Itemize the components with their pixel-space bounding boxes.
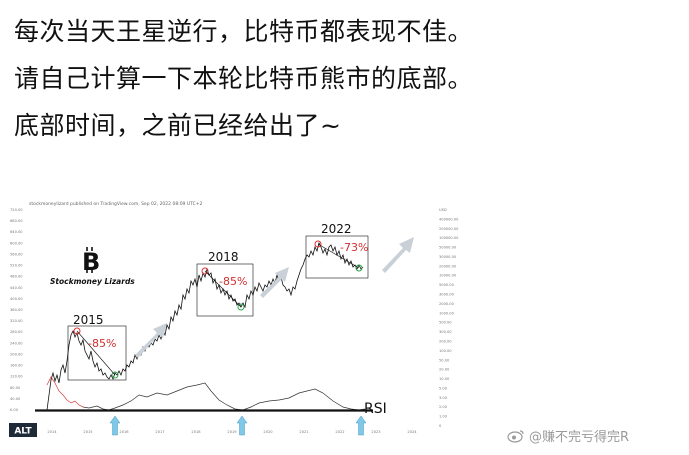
x-axis-tick: 2021 bbox=[299, 430, 308, 434]
post-line-2: 请自己计算一下本轮比特币熊市的底部。 bbox=[14, 64, 474, 93]
right-axis-tick: 300.00 bbox=[439, 330, 452, 334]
x-axis-tick: 2018 bbox=[191, 430, 201, 434]
left-axis-tick: 0.00 bbox=[10, 408, 19, 412]
right-axis-tick: 3.00 bbox=[439, 396, 448, 400]
price-line bbox=[46, 241, 364, 411]
left-axis-tick: 520.00 bbox=[10, 264, 23, 268]
left-axis-tick: 440.00 bbox=[10, 286, 23, 290]
right-axis-tick: 0 bbox=[439, 424, 442, 428]
right-axis-tick: 1.00 bbox=[439, 415, 448, 419]
right-axis-tick: 20.00 bbox=[439, 368, 450, 372]
x-axis-tick: 2019 bbox=[227, 430, 237, 434]
right-axis-tick: 50.00 bbox=[439, 358, 450, 362]
svg-text:-85%: -85% bbox=[88, 337, 116, 350]
alt-badge: ALT bbox=[9, 423, 37, 437]
x-axis: 2014 2015 2016 2017 2018 2019 2020 2021 2022 2023… bbox=[47, 430, 417, 434]
right-axis-tick: 30000.00 bbox=[439, 255, 457, 259]
x-axis-tick: 2015 bbox=[83, 430, 92, 434]
right-axis-tick: 100.00 bbox=[439, 349, 452, 353]
post-line-1: 每次当天王星逆行，比特币都表现不佳。 bbox=[14, 17, 474, 46]
left-axis-tick: 200.00 bbox=[10, 352, 23, 356]
right-axis-tick: 100000.00 bbox=[439, 236, 459, 240]
left-axis-tick: 80.00 bbox=[10, 386, 21, 390]
right-axis-tick: 10000.00 bbox=[439, 274, 457, 278]
x-axis-tick: 2017 bbox=[155, 430, 164, 434]
right-axis-tick: 1000.00 bbox=[439, 311, 455, 315]
annotation-box-2022: 2022 -73% bbox=[305, 222, 368, 279]
bitcoin-logo-icon: B bbox=[82, 247, 100, 276]
trend-arrows bbox=[135, 237, 414, 358]
chart-header: stockmoneylizard published on TradingVie… bbox=[29, 201, 203, 207]
svg-text:RSI: RSI bbox=[364, 401, 387, 417]
rsi-panel: RSI bbox=[35, 376, 387, 417]
bitcoin-chart-image[interactable]: stockmoneylizard published on TradingVie… bbox=[7, 195, 461, 440]
left-axis: 720.00 680.00 640.00 600.00 560.00 520.00 480.… bbox=[10, 208, 23, 412]
weibo-icon bbox=[507, 429, 524, 443]
svg-text:2018: 2018 bbox=[208, 250, 239, 264]
svg-text:B: B bbox=[82, 248, 100, 276]
svg-text:ALT: ALT bbox=[14, 427, 32, 437]
svg-text:-73%: -73% bbox=[340, 241, 368, 254]
left-axis-tick: 720.00 bbox=[10, 208, 23, 212]
x-axis-tick: 2024 bbox=[407, 430, 417, 434]
right-axis-tick: 20000.00 bbox=[439, 264, 457, 268]
post-text: 每次当天王星逆行，比特币都表现不佳。 请自己计算一下本轮比特币熊市的底部。 底部… bbox=[14, 8, 684, 149]
right-axis-tick: 50000.00 bbox=[439, 246, 457, 250]
x-axis-tick: 2022 bbox=[335, 430, 344, 434]
left-axis-tick: 400.00 bbox=[10, 297, 23, 301]
x-axis-tick: 2016 bbox=[119, 430, 129, 434]
bottom-arrows bbox=[109, 415, 367, 436]
right-axis-tick: 3000.00 bbox=[439, 293, 455, 297]
left-axis-tick: 240.00 bbox=[10, 341, 23, 345]
right-axis-tick: 400000.00 bbox=[439, 217, 459, 221]
left-axis-tick: 120.00 bbox=[10, 375, 23, 379]
right-axis-tick: 5.00 bbox=[439, 386, 448, 390]
x-axis-tick: 2014 bbox=[47, 430, 57, 434]
svg-text:-85%: -85% bbox=[219, 275, 247, 288]
left-axis-tick: 560.00 bbox=[10, 252, 23, 256]
right-axis-tick: 5000.00 bbox=[439, 283, 455, 287]
right-axis-tick: 10.00 bbox=[439, 377, 450, 381]
drawdown-markers bbox=[73, 240, 363, 379]
left-axis-tick: 480.00 bbox=[10, 275, 23, 279]
right-axis-tick: USD bbox=[439, 208, 447, 212]
right-axis-tick: 500.00 bbox=[439, 321, 452, 325]
weibo-watermark: @赚不完亏得完R bbox=[507, 426, 629, 445]
left-axis-tick: 600.00 bbox=[10, 241, 23, 245]
annotation-box-2015: 2015 -85% bbox=[67, 313, 127, 381]
right-axis-tick: 200000.00 bbox=[439, 227, 459, 231]
right-axis-tick: 2000.00 bbox=[439, 302, 455, 306]
right-axis-tick: 2.00 bbox=[439, 405, 448, 409]
left-axis-tick: 160.00 bbox=[10, 364, 23, 368]
post-line-3: 底部时间，之前已经给出了~ bbox=[14, 111, 342, 140]
annotation-box-2018: 2018 -85% bbox=[196, 250, 254, 317]
x-axis-tick: 2020 bbox=[263, 430, 273, 434]
x-axis-tick: 2023 bbox=[371, 430, 380, 434]
right-axis: USD 400000.00 200000.00 100000.00 50000.00 30… bbox=[439, 208, 459, 428]
left-axis-tick: 680.00 bbox=[10, 219, 23, 223]
right-axis-tick: 200.00 bbox=[439, 339, 452, 343]
watermark-text: @赚不完亏得完R bbox=[529, 430, 630, 445]
left-axis-tick: 360.00 bbox=[10, 308, 23, 312]
left-axis-tick: 40.00 bbox=[10, 397, 21, 401]
brand-label: Stockmoney Lizards bbox=[50, 277, 135, 286]
svg-text:2015: 2015 bbox=[73, 313, 104, 327]
left-axis-tick: 640.00 bbox=[10, 230, 23, 234]
svg-text:2022: 2022 bbox=[321, 222, 352, 236]
left-axis-tick: 320.00 bbox=[10, 319, 23, 323]
left-axis-tick: 280.00 bbox=[10, 330, 23, 334]
